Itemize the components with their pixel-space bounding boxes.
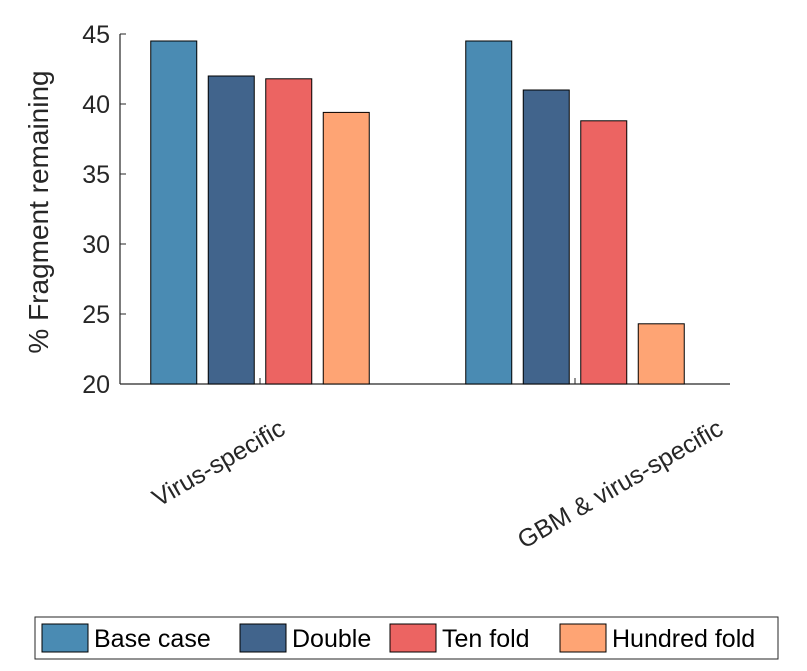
legend-swatch: [239, 623, 287, 653]
legend-swatch: [41, 623, 89, 653]
x-axis-categories: Virus-specific GBM & virus-specific: [147, 414, 727, 554]
y-tick-label: 45: [82, 21, 110, 49]
legend-label: Hundred fold: [612, 625, 755, 653]
bar-hundred-fold-2: [637, 323, 685, 385]
x-category-label: Virus-specific: [147, 414, 289, 512]
bar-double-2: [522, 89, 570, 385]
bar-double-1: [207, 75, 255, 385]
legend-label: Base case: [94, 625, 211, 653]
legend-label: Ten fold: [442, 625, 530, 653]
y-tick-label: 30: [82, 231, 110, 259]
y-tick-label: 25: [82, 301, 110, 329]
bar-base-case-2: [465, 40, 513, 385]
legend-label: Double: [292, 625, 371, 653]
bar-base-case-1: [150, 40, 198, 385]
bar-ten-fold-1: [265, 78, 313, 385]
x-category-label: GBM & virus-specific: [513, 414, 728, 554]
bar-ten-fold-2: [580, 120, 628, 385]
y-tick-label: 35: [82, 161, 110, 189]
legend: Base case Double Ten fold Hundred fold: [34, 616, 779, 660]
y-tick-label: 20: [82, 371, 110, 399]
chart-bars: [150, 40, 685, 385]
legend-swatch: [389, 623, 437, 653]
y-axis-title: % Fragment remaining: [23, 70, 54, 353]
y-axis-ticks: 20 25 30 35 40 45: [82, 21, 126, 399]
legend-swatch: [559, 623, 607, 653]
y-tick-label: 40: [82, 91, 110, 119]
bar-hundred-fold-1: [322, 111, 370, 385]
